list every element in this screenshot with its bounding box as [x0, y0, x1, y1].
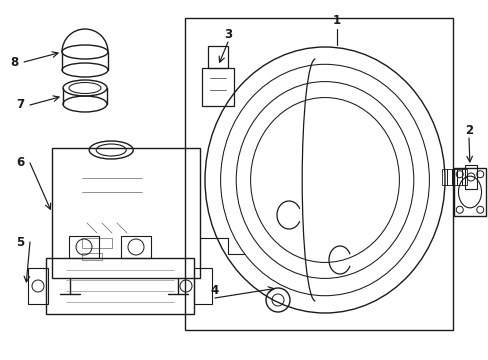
Text: 5: 5 [16, 235, 24, 248]
Text: 1: 1 [332, 14, 340, 27]
Bar [461, 169, 466, 185]
Bar [121, 236, 151, 258]
Text: 8: 8 [10, 55, 18, 68]
Text: 2: 2 [464, 123, 472, 136]
Bar [69, 236, 99, 258]
Bar [202, 68, 234, 106]
Text: 4: 4 [210, 284, 219, 297]
Text: 7: 7 [16, 99, 24, 112]
Bar [28, 268, 48, 304]
Bar [453, 168, 485, 216]
Bar [46, 258, 194, 314]
Bar [207, 46, 227, 68]
Text: 6: 6 [16, 157, 24, 170]
Bar [456, 169, 461, 185]
Bar [451, 169, 456, 185]
Bar [441, 169, 446, 185]
Text: 3: 3 [224, 27, 232, 40]
Bar [446, 169, 451, 185]
Bar [52, 148, 200, 278]
Bar [82, 238, 112, 248]
Bar [184, 18, 452, 330]
Bar [82, 253, 102, 260]
Bar [464, 165, 476, 189]
Bar [194, 268, 212, 304]
